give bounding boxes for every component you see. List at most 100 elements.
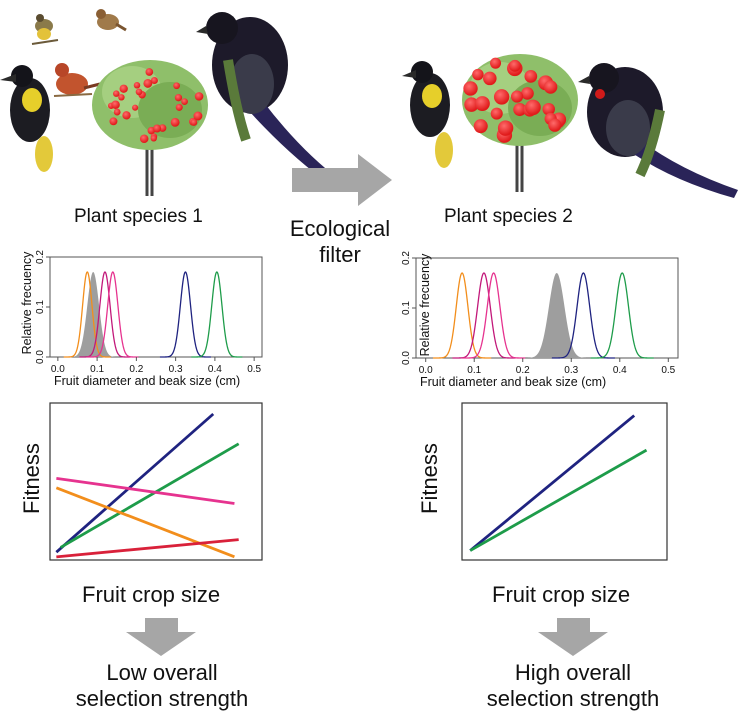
fitness-pink-line <box>56 476 235 505</box>
down-arrow-icon-right <box>538 618 608 656</box>
y-tick-label: 0.2 <box>401 251 412 265</box>
tree-icon-left <box>92 60 208 196</box>
x-tick-label: 0.4 <box>613 365 627 376</box>
x-tick-label: 0.1 <box>467 365 481 376</box>
fruit <box>109 117 118 126</box>
filter-line-2: filter <box>319 242 361 267</box>
bird-pink-curve <box>87 271 139 358</box>
fitness-navy-line <box>469 414 636 552</box>
fitness-orange-line <box>55 486 235 559</box>
fitness-chart-left <box>49 402 263 561</box>
fruit <box>135 88 143 96</box>
fitness-green-line <box>469 448 648 552</box>
bird-orange-curve <box>63 271 111 358</box>
fruit <box>525 99 541 116</box>
fruit <box>483 71 497 86</box>
fitness-right-xlabel: Fruit crop size <box>492 582 631 607</box>
fitness-right-ylabel: Fitness <box>417 443 442 514</box>
fitness-green-line <box>59 442 240 549</box>
bird-pink-curve <box>462 272 526 359</box>
plot-frame <box>461 402 668 561</box>
x-tick-label: 0.3 <box>169 364 183 375</box>
density-chart-left: 0.0 0.1 0.2 0.3 0.4 0.5 0.0 0.1 0.2 <box>35 250 263 375</box>
fruit <box>133 82 141 89</box>
fruit <box>493 89 510 105</box>
x-tick-label: 0.5 <box>247 364 261 375</box>
outcome-right-line-1: High overall <box>514 660 632 685</box>
guan-bird-icon-left <box>196 12 340 186</box>
toucan-icon-right <box>402 61 453 168</box>
fruit <box>524 69 538 83</box>
fruit <box>542 102 555 116</box>
fitness-navy-line <box>55 412 215 554</box>
fruit <box>139 134 149 144</box>
bird-navy-curve <box>159 271 211 358</box>
x-tick-label: 0.2 <box>129 364 143 375</box>
fruit <box>464 97 479 112</box>
fruit <box>490 57 502 69</box>
x-tick-label: 0.0 <box>51 364 65 375</box>
y-tick-label: 0.2 <box>35 250 46 264</box>
fruit <box>173 82 180 90</box>
fruit <box>490 107 503 120</box>
fruit <box>119 84 128 93</box>
y-tick-label: 0.0 <box>401 351 412 365</box>
x-tick-label: 0.3 <box>564 365 578 376</box>
x-tick-label: 0.1 <box>90 364 104 375</box>
x-tick-label: 0.4 <box>208 364 222 375</box>
fruit <box>118 94 125 101</box>
plot-frame <box>49 402 263 561</box>
small-bird-icon <box>31 14 59 45</box>
fruit <box>463 81 478 96</box>
fruit <box>175 103 183 111</box>
filter-line-1: Ecological <box>289 216 391 241</box>
fruit <box>473 119 488 134</box>
fruit <box>548 118 562 132</box>
density-left-xlabel: Fruit diameter and beak size (cm) <box>54 374 241 388</box>
fruit-cluster-right <box>463 57 567 143</box>
density-right-xlabel: Fruit diameter and beak size (cm) <box>420 375 607 389</box>
fruit <box>122 111 131 120</box>
outcome-right-line-2: selection strength <box>486 686 660 711</box>
toucan-icon-left <box>0 65 53 172</box>
fruit <box>521 87 534 100</box>
fruit <box>474 96 490 112</box>
outcome-right: High overall selection strength <box>473 660 673 712</box>
density-chart-right: 0.0 0.1 0.2 0.3 0.4 0.5 0.0 0.1 0.2 <box>401 251 679 376</box>
fruit <box>143 78 153 88</box>
right-arrow-icon <box>292 154 392 206</box>
outcome-left-line-1: Low overall <box>106 660 218 685</box>
fruit <box>132 104 139 111</box>
fruit <box>174 94 183 102</box>
fruit <box>113 108 121 116</box>
ecological-filter-label: Ecological filter <box>270 216 410 268</box>
fruit <box>543 80 558 94</box>
density-left-ylabel: Relative frecuency <box>20 251 34 355</box>
fruit-cluster-left <box>107 68 204 144</box>
fruit <box>111 100 120 109</box>
fruit <box>145 68 154 76</box>
fitness-left-ylabel: Fitness <box>19 443 44 514</box>
fruit <box>113 90 120 97</box>
fruit <box>190 119 198 126</box>
down-arrow-icon-left <box>126 618 196 656</box>
plant-species-1-label: Plant species 1 <box>74 206 203 227</box>
y-tick-label: 0.1 <box>35 300 46 314</box>
fruit <box>150 76 158 85</box>
fruit <box>510 90 524 103</box>
fruit <box>150 135 157 142</box>
fruit <box>497 120 514 136</box>
bird-navy-curve <box>551 272 615 359</box>
fruit <box>508 59 521 72</box>
fruit <box>513 103 527 117</box>
fitness-red-line <box>56 538 239 559</box>
fruit <box>153 124 162 133</box>
x-tick-label: 0.2 <box>516 365 530 376</box>
fruit <box>170 117 180 127</box>
sparrow-icon <box>96 9 127 32</box>
bird-orange-curve <box>432 272 492 359</box>
outcome-left: Low overall selection strength <box>62 660 262 712</box>
y-tick-label: 0.0 <box>35 350 46 364</box>
outcome-left-line-2: selection strength <box>75 686 249 711</box>
